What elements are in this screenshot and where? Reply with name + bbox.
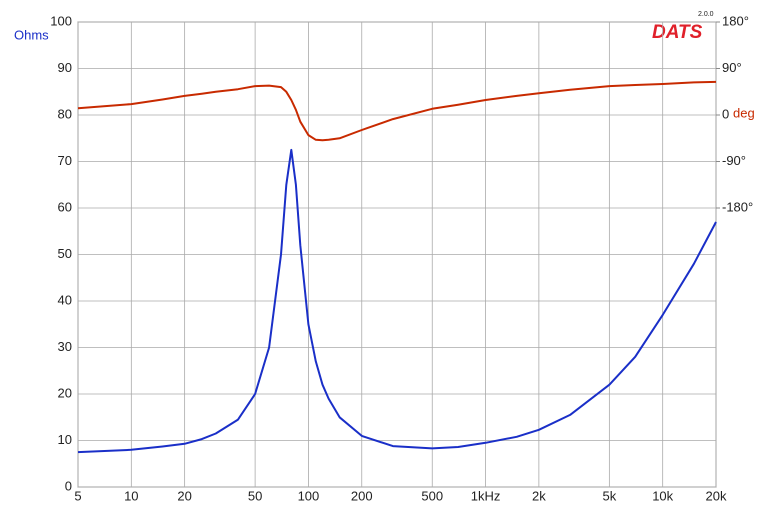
x-tick-label: 100 (298, 488, 320, 503)
y2-tick-label: -180° (722, 199, 753, 214)
y-tick-label: 70 (58, 153, 72, 168)
y2-tick-label: 0 (722, 106, 729, 121)
x-tick-label: 5k (602, 488, 616, 503)
y-tick-label: 0 (65, 478, 72, 493)
x-tick-label: 20 (177, 488, 191, 503)
y2-tick-label: 90° (722, 60, 742, 75)
y-tick-label: 90 (58, 60, 72, 75)
y2-axis-label: deg (733, 105, 755, 120)
y-tick-label: 60 (58, 199, 72, 214)
y-tick-label: 10 (58, 432, 72, 447)
version: 2.0.0 (698, 11, 714, 18)
y-tick-label: 50 (58, 246, 72, 261)
x-tick-label: 20k (706, 488, 727, 503)
x-tick-label: 50 (248, 488, 262, 503)
y-axis-label: Ohms (14, 27, 49, 42)
y-tick-label: 100 (50, 13, 72, 28)
x-tick-label: 2k (532, 488, 546, 503)
y2-tick-label: -90° (722, 153, 746, 168)
x-tick-label: 10 (124, 488, 138, 503)
logo: DATS (652, 22, 703, 43)
y-tick-label: 80 (58, 106, 72, 121)
y-tick-label: 20 (58, 385, 72, 400)
x-tick-label: 5 (74, 488, 81, 503)
x-tick-label: 200 (351, 488, 373, 503)
x-tick-label: 1kHz (471, 488, 501, 503)
y-tick-label: 40 (58, 292, 72, 307)
x-tick-label: 500 (421, 488, 443, 503)
series-line (77, 148, 717, 454)
series-line (77, 80, 717, 142)
y2-tick-label: 180° (722, 13, 749, 28)
y-tick-label: 30 (58, 339, 72, 354)
x-tick-label: 10k (652, 488, 673, 503)
